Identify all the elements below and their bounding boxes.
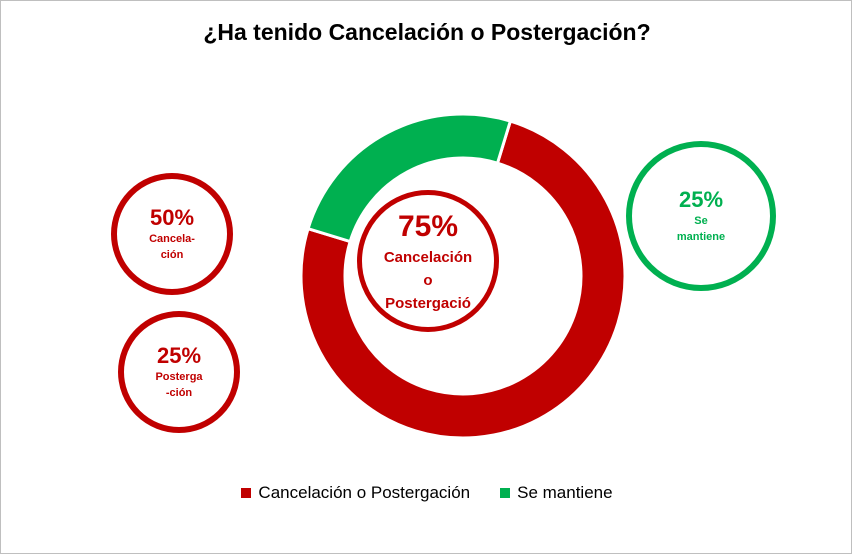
callout-se-mantiene-label-2: mantiene — [676, 231, 726, 243]
legend-swatch-se-mantiene — [500, 488, 511, 498]
legend: Cancelación o Postergación Se mantiene — [1, 483, 852, 503]
legend-label-se-mantiene: Se mantiene — [517, 483, 613, 502]
chart-title: ¿Ha tenido Cancelación o Postergación? — [203, 19, 651, 45]
callout-se-mantiene-percent: 25% — [678, 187, 724, 212]
center-label-line-1: Cancelación — [383, 248, 473, 266]
callout-cancelacion-percent: 50% — [149, 205, 195, 230]
callout-postergacion-label-2: -ción — [165, 387, 193, 399]
callout-cancelacion-label-1: Cancela- — [149, 233, 195, 245]
center-percent: 75% — [397, 209, 459, 243]
legend-item-se-mantiene: Se mantiene — [500, 483, 613, 503]
donut-slice-se-mantiene — [306, 112, 513, 244]
callout-postergacion-label-1: Posterga — [155, 371, 203, 383]
callout-cancelacion-label-2: ción — [160, 249, 184, 261]
center-label-line-2: o — [423, 271, 433, 289]
callout-postergacion-percent: 25% — [156, 343, 202, 368]
callout-se-mantiene-label-1: Se — [694, 215, 708, 227]
donut-slice-cancelacion-o-postergacion — [299, 119, 627, 440]
center-label-line-3: Postergació — [385, 294, 471, 312]
donut-group — [299, 112, 627, 440]
callout-cancelacion: 50% Cancela- ción — [111, 173, 233, 295]
callout-postergacion: 25% Posterga -ción — [118, 311, 240, 433]
legend-swatch-cancelacion — [241, 488, 252, 498]
legend-item-cancelacion: Cancelación o Postergación — [241, 483, 470, 503]
callout-se-mantiene: 25% Se mantiene — [626, 141, 776, 291]
center-circle: 75% Cancelación o Postergació — [357, 190, 499, 332]
legend-label-cancelacion: Cancelación o Postergación — [258, 483, 471, 502]
